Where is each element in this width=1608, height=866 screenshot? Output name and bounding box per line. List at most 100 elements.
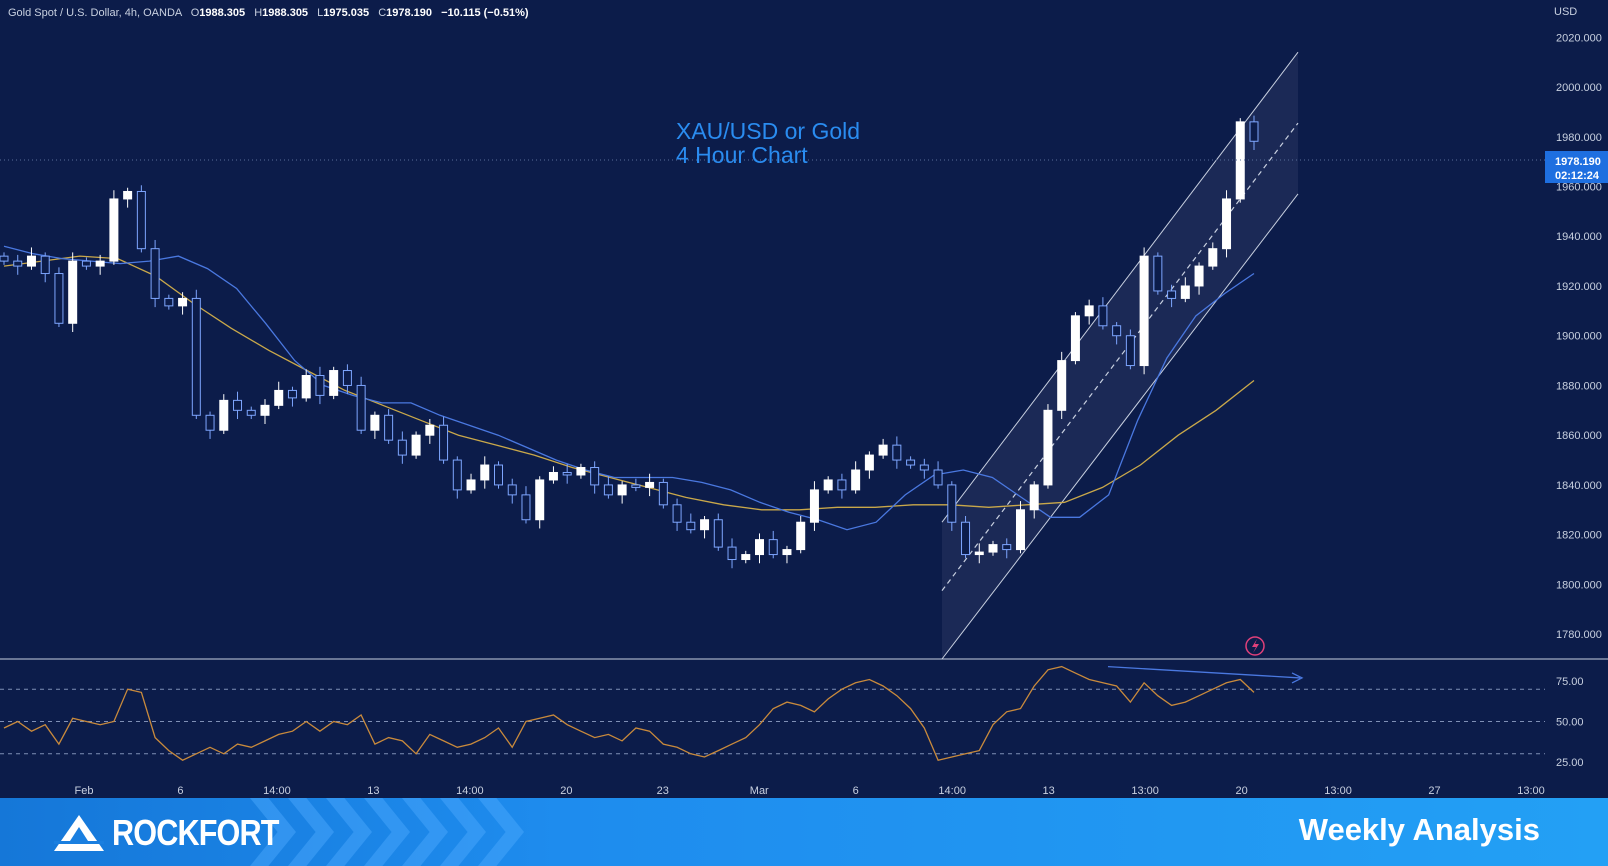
candle[interactable] — [906, 456, 916, 469]
candle[interactable] — [246, 406, 256, 420]
candle[interactable] — [507, 478, 517, 504]
candle[interactable] — [700, 516, 710, 539]
candle[interactable] — [356, 376, 366, 434]
candle[interactable] — [109, 190, 119, 265]
price-axis[interactable]: 2020.000 2000.000 1980.000 1960.000 1940.000… — [1556, 32, 1602, 641]
candle[interactable] — [123, 187, 133, 208]
candle[interactable] — [919, 458, 929, 479]
candle[interactable] — [452, 456, 462, 499]
candle[interactable] — [1180, 277, 1190, 303]
candle[interactable] — [933, 461, 943, 489]
time-tick-label: 20 — [1235, 785, 1247, 797]
candle[interactable] — [494, 461, 504, 489]
candle[interactable] — [178, 292, 188, 315]
candle[interactable] — [864, 451, 874, 479]
candle[interactable] — [1043, 404, 1053, 489]
candle[interactable] — [1084, 299, 1094, 325]
candle[interactable] — [191, 289, 201, 420]
candle[interactable] — [878, 438, 888, 459]
candle[interactable] — [809, 481, 819, 531]
rsi-panel[interactable]: 75.00 50.00 25.00 — [0, 665, 1584, 769]
time-axis[interactable]: Feb 6 14:00 13 14:00 20 23 Mar 6 14:00 13 13:00 20 13… — [75, 785, 1545, 797]
candle[interactable] — [617, 481, 627, 504]
candle[interactable] — [480, 456, 490, 489]
candle[interactable] — [645, 473, 655, 497]
candle[interactable] — [342, 364, 352, 395]
candle[interactable] — [439, 416, 449, 464]
candle[interactable] — [1015, 501, 1025, 554]
candle[interactable] — [68, 252, 78, 332]
candle[interactable] — [1002, 538, 1012, 559]
candle[interactable] — [1070, 312, 1080, 365]
candle[interactable] — [947, 481, 957, 531]
candle[interactable] — [425, 419, 435, 444]
candle[interactable] — [397, 431, 407, 464]
candle[interactable] — [988, 540, 998, 556]
candle[interactable] — [411, 431, 421, 459]
candle[interactable] — [384, 409, 394, 444]
candle[interactable] — [13, 254, 23, 275]
candle[interactable] — [1057, 351, 1067, 420]
candle[interactable] — [741, 550, 751, 564]
candle[interactable] — [1125, 329, 1135, 370]
candle[interactable] — [658, 478, 668, 509]
candle[interactable] — [535, 476, 545, 529]
candle[interactable] — [301, 369, 311, 402]
candle[interactable] — [150, 239, 160, 308]
candle[interactable] — [576, 463, 586, 479]
candle[interactable] — [713, 513, 723, 551]
candle[interactable] — [260, 399, 270, 424]
candle[interactable] — [672, 498, 682, 531]
candle[interactable] — [274, 381, 284, 410]
candle[interactable] — [782, 545, 792, 564]
candle[interactable] — [315, 366, 325, 405]
price-tick-label: 1860.000 — [1556, 430, 1602, 442]
candle[interactable] — [466, 473, 476, 494]
divergence-line — [1107, 665, 1301, 679]
candle[interactable] — [837, 473, 847, 499]
candle[interactable] — [26, 247, 36, 270]
candle[interactable] — [287, 386, 297, 407]
candle[interactable] — [95, 254, 105, 275]
candle[interactable] — [1167, 284, 1177, 308]
candle[interactable] — [81, 257, 91, 270]
candle[interactable] — [562, 463, 572, 484]
candle[interactable] — [727, 538, 737, 569]
candle[interactable] — [1098, 297, 1108, 330]
candle[interactable] — [1112, 322, 1122, 345]
candle[interactable] — [851, 461, 861, 494]
candle[interactable] — [1249, 115, 1259, 150]
candle[interactable] — [205, 411, 215, 439]
candle[interactable] — [219, 394, 229, 434]
candle[interactable] — [164, 294, 174, 310]
candle[interactable] — [1139, 247, 1149, 375]
candle[interactable] — [754, 533, 764, 564]
candle[interactable] — [1029, 481, 1039, 519]
candle[interactable] — [1194, 262, 1204, 295]
candle[interactable] — [40, 252, 50, 283]
candle[interactable] — [548, 466, 558, 484]
candle[interactable] — [590, 461, 600, 494]
candle[interactable] — [1153, 252, 1163, 295]
candle[interactable] — [961, 516, 971, 559]
candle[interactable] — [686, 513, 696, 534]
candle[interactable] — [329, 366, 339, 400]
candle[interactable] — [796, 516, 806, 554]
candle[interactable] — [823, 476, 833, 494]
candle[interactable] — [768, 530, 778, 559]
candle[interactable] — [521, 486, 531, 524]
candle[interactable] — [233, 391, 243, 420]
candle[interactable] — [1208, 242, 1218, 270]
candle[interactable] — [370, 411, 380, 439]
candle[interactable] — [603, 476, 613, 499]
candle[interactable] — [892, 436, 902, 469]
candle[interactable] — [54, 267, 64, 328]
candle[interactable] — [1222, 190, 1232, 258]
candle[interactable] — [974, 543, 984, 564]
lightning-icon[interactable] — [1245, 636, 1265, 656]
candle[interactable] — [136, 185, 146, 253]
candle[interactable] — [0, 252, 9, 265]
candlesticks[interactable] — [0, 115, 1259, 569]
candle[interactable] — [631, 478, 641, 492]
price-chart[interactable]: 75.00 50.00 25.00 2020.000 2000.000 1980.000… — [0, 0, 1608, 798]
